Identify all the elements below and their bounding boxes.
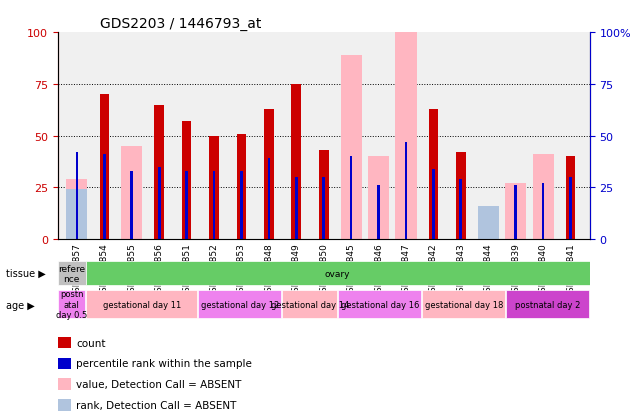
Bar: [158, 167, 160, 240]
Bar: [505, 184, 526, 240]
Bar: [185, 171, 188, 240]
Text: gestational day 11: gestational day 11: [103, 300, 181, 309]
Text: GDS2203 / 1446793_at: GDS2203 / 1446793_at: [100, 17, 262, 31]
Bar: [154, 105, 164, 240]
Bar: [292, 85, 301, 240]
Text: tissue ▶: tissue ▶: [6, 268, 46, 278]
Text: ovary: ovary: [325, 269, 351, 278]
FancyBboxPatch shape: [198, 291, 281, 318]
FancyBboxPatch shape: [422, 291, 505, 318]
Text: rank, Detection Call = ABSENT: rank, Detection Call = ABSENT: [76, 400, 237, 410]
Bar: [340, 56, 362, 240]
FancyBboxPatch shape: [87, 291, 197, 318]
Bar: [404, 142, 407, 240]
Bar: [58, 358, 71, 369]
Bar: [76, 153, 78, 240]
Bar: [368, 157, 389, 240]
Bar: [240, 171, 243, 240]
Bar: [66, 180, 87, 240]
Text: postn
atal
day 0.5: postn atal day 0.5: [56, 290, 87, 319]
FancyBboxPatch shape: [282, 291, 337, 318]
Bar: [66, 190, 87, 240]
Bar: [566, 157, 576, 240]
Bar: [213, 171, 215, 240]
Text: count: count: [76, 338, 106, 348]
Bar: [182, 122, 192, 240]
Bar: [456, 153, 465, 240]
FancyBboxPatch shape: [506, 291, 589, 318]
Bar: [58, 378, 71, 390]
Bar: [103, 155, 106, 240]
Bar: [533, 155, 554, 240]
Bar: [58, 399, 71, 411]
Bar: [209, 136, 219, 240]
Bar: [267, 159, 271, 240]
Bar: [58, 337, 71, 349]
Bar: [569, 178, 572, 240]
Bar: [432, 169, 435, 240]
Text: age ▶: age ▶: [6, 300, 35, 310]
Text: value, Detection Call = ABSENT: value, Detection Call = ABSENT: [76, 379, 242, 389]
Bar: [377, 186, 380, 240]
Bar: [264, 109, 274, 240]
Bar: [99, 95, 109, 240]
Text: refere
nce: refere nce: [58, 264, 85, 283]
Bar: [542, 184, 544, 240]
Bar: [514, 186, 517, 240]
Bar: [429, 109, 438, 240]
Bar: [130, 171, 133, 240]
Text: gestational day 12: gestational day 12: [201, 300, 279, 309]
Bar: [350, 157, 353, 240]
Bar: [237, 134, 246, 240]
FancyBboxPatch shape: [58, 291, 85, 318]
Bar: [460, 180, 462, 240]
Bar: [322, 178, 325, 240]
Bar: [121, 147, 142, 240]
Bar: [319, 151, 328, 240]
Bar: [295, 178, 297, 240]
Text: gestational day 14: gestational day 14: [271, 300, 349, 309]
Bar: [478, 215, 499, 240]
Bar: [478, 206, 499, 240]
Text: gestational day 18: gestational day 18: [424, 300, 503, 309]
FancyBboxPatch shape: [86, 261, 590, 286]
Bar: [395, 33, 417, 240]
Text: postnatal day 2: postnatal day 2: [515, 300, 580, 309]
FancyBboxPatch shape: [58, 261, 86, 286]
Text: gestational day 16: gestational day 16: [340, 300, 419, 309]
Text: percentile rank within the sample: percentile rank within the sample: [76, 358, 252, 368]
FancyBboxPatch shape: [338, 291, 421, 318]
